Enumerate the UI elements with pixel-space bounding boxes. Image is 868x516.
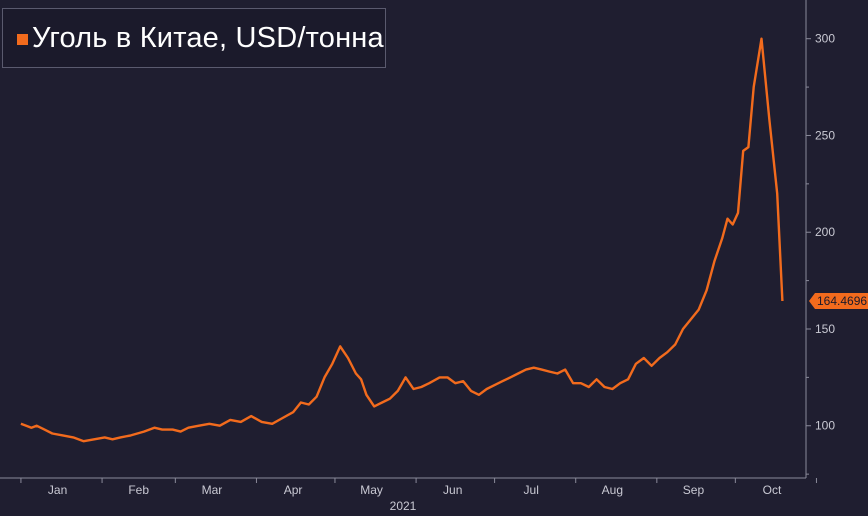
x-tick-label: Apr: [284, 483, 303, 497]
x-tick-label: Mar: [202, 483, 223, 497]
legend-swatch: [17, 33, 28, 45]
y-tick-label: 100: [815, 419, 835, 433]
year-label: 2021: [390, 499, 417, 513]
y-tick-label: 300: [815, 32, 835, 46]
series-line: [20, 37, 784, 443]
last-value-marker: 164.4696: [809, 292, 868, 309]
y-axis: 100 150 200 250 300: [806, 32, 835, 475]
x-tick-label: Aug: [602, 483, 623, 497]
x-tick-label: May: [360, 483, 383, 497]
x-tick-label: Jun: [443, 483, 462, 497]
x-tick-label: Oct: [763, 483, 782, 497]
legend-label: Уголь в Китае, USD/тонна: [32, 21, 384, 54]
x-axis: Jan Feb Mar Apr May Jun Jul Aug Sep Oct: [20, 478, 817, 497]
y-tick-label: 150: [815, 322, 835, 336]
x-tick-label: Jan: [48, 483, 67, 497]
y-tick-label: 200: [815, 225, 835, 239]
axes: [0, 0, 807, 479]
x-tick-label: Feb: [128, 483, 149, 497]
last-value-tag: [809, 292, 868, 309]
legend: Уголь в Китае, USD/тонна: [2, 8, 386, 68]
y-tick-label: 250: [815, 128, 835, 142]
last-value-label: 164.4696: [817, 294, 867, 308]
x-tick-label: Sep: [683, 483, 705, 497]
x-tick-label: Jul: [524, 483, 539, 497]
